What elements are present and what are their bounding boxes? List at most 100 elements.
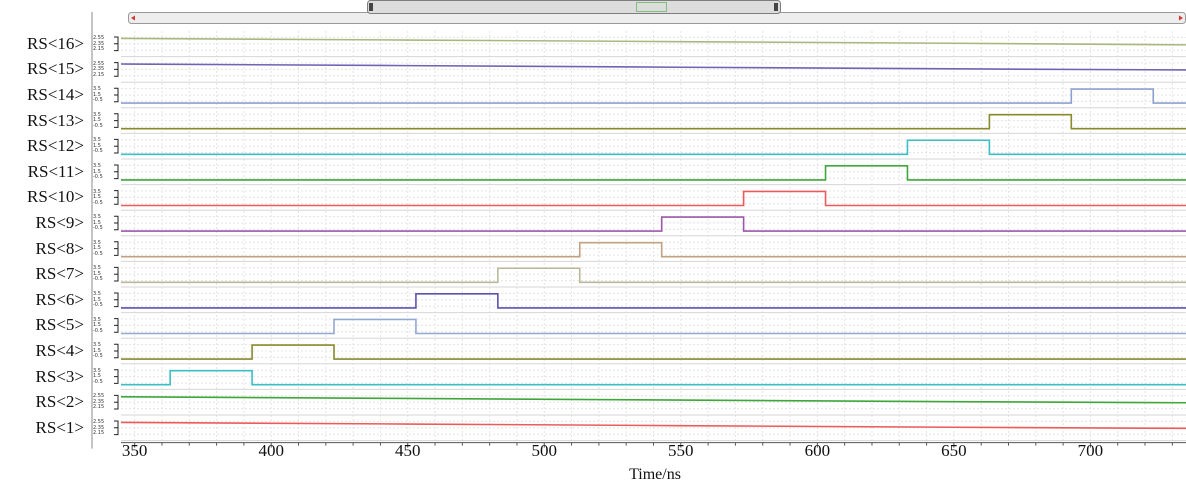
row-tick-label: 3.5	[93, 111, 101, 118]
waveform-trace	[121, 344, 1186, 360]
row-tick-label: 1.5	[93, 322, 101, 329]
x-tick-label: 500	[531, 441, 558, 460]
row-tick-label: 3.5	[93, 163, 101, 169]
row-label: RS<2>	[35, 392, 84, 412]
row-tick-label: 2.55	[93, 393, 105, 400]
row-tick-label: -0.5	[93, 97, 103, 104]
row-tick-label: -0.5	[93, 122, 103, 129]
row-y-axis-bracket	[114, 190, 119, 205]
row-y-axis-bracket	[114, 164, 119, 180]
row-y-axis-bracket	[114, 215, 119, 231]
row-label: RS<3>	[35, 366, 84, 386]
x-tick-label: 550	[668, 441, 694, 460]
row-tick-label: 3.5	[93, 265, 101, 272]
row-label: RS<9>	[35, 213, 84, 232]
row-tick-label: 1.5	[93, 91, 101, 98]
row-tick-label: 3.5	[93, 86, 101, 93]
row-y-axis-bracket	[114, 62, 119, 77]
waveform-trace	[121, 190, 1186, 207]
row-tick-label: 2.35	[93, 424, 105, 431]
waveform-trace	[120, 37, 1186, 46]
row-y-axis-bracket	[114, 292, 119, 308]
row-tick-label: 3.5	[93, 367, 101, 374]
row-tick-label: -0.5	[93, 174, 103, 180]
row-tick-label: 3.5	[93, 291, 101, 297]
row-tick-label: 2.55	[93, 419, 105, 425]
row-tick-label: -0.5	[93, 199, 103, 206]
waveform-trace	[121, 267, 1186, 284]
row-tick-label: 3.5	[93, 188, 101, 195]
plot-axes	[91, 12, 1186, 449]
row-tick-label: 1.5	[93, 296, 101, 303]
x-tick-label: 600	[804, 441, 831, 460]
row-y-axis-bracket	[114, 266, 119, 282]
row-tick-label: 3.5	[93, 239, 101, 246]
row-label: RS<7>	[35, 264, 84, 284]
row-tick-label: 2.35	[93, 398, 105, 405]
waveform-trace	[121, 318, 1186, 335]
row-label: RS<4>	[35, 341, 84, 360]
plot-grid	[121, 31, 1186, 442]
waveform-trace	[121, 139, 1186, 156]
row-label: RS<13>	[27, 110, 84, 130]
waveform-trace	[121, 241, 1186, 258]
row-tick-label: 2.15	[93, 430, 105, 436]
row-tick-label: 3.5	[93, 342, 101, 349]
x-tick-label: 400	[258, 441, 284, 460]
waveform-trace	[121, 293, 1186, 309]
row-tick-label: -0.5	[93, 250, 103, 257]
row-y-axis-bracket	[114, 394, 119, 410]
scrollbar-range-marker	[636, 2, 667, 12]
row-y-axis-bracket	[114, 420, 119, 436]
row-label: RS<6>	[35, 289, 84, 309]
row-label: RS<8>	[35, 238, 84, 258]
waveform-trace	[121, 369, 1186, 386]
row-tick-label: -0.5	[93, 327, 103, 334]
row-y-axis-bracket	[114, 113, 119, 128]
waveform-trace	[120, 396, 1186, 404]
row-tick-label: 1.5	[93, 117, 101, 124]
row-tick-label: 1.5	[93, 194, 101, 201]
row-y-axis-bracket	[114, 318, 119, 333]
row-tick-label: 1.5	[93, 347, 101, 354]
row-tick-label: 2.15	[93, 71, 105, 78]
row-tick-label: -0.5	[93, 378, 103, 385]
row-tick-label: 2.55	[93, 60, 105, 67]
waveform-trace	[120, 421, 1186, 430]
x-tick-label: 650	[941, 441, 967, 460]
row-tick-label: 1.5	[93, 142, 101, 149]
row-tick-label: 1.5	[93, 245, 101, 252]
row-tick-label: 2.15	[93, 46, 105, 52]
row-tick-label: -0.5	[93, 302, 103, 308]
row-y-axis-bracket	[114, 87, 119, 103]
row-tick-label: 1.5	[93, 219, 101, 226]
row-tick-label: 3.5	[93, 137, 101, 144]
waveform-scrollbar-thumb[interactable]	[367, 0, 781, 15]
row-tick-label: 2.35	[93, 66, 105, 73]
row-tick-label: 2.55	[93, 35, 105, 41]
row-tick-label: 2.15	[93, 404, 105, 411]
waveform-trace	[120, 63, 1186, 71]
x-tick-label: 350	[121, 441, 148, 460]
row-tick-label: -0.5	[93, 353, 103, 360]
row-label: RS<10>	[27, 187, 84, 207]
row-tick-label: -0.5	[93, 148, 103, 155]
row-label: RS<16>	[27, 33, 84, 53]
x-axis-title: Time/ns	[629, 466, 681, 483]
x-tick-label: 700	[1077, 441, 1104, 460]
row-y-axis-bracket	[114, 369, 119, 384]
row-tick-label: -0.5	[93, 225, 103, 232]
row-tick-label: 3.5	[93, 214, 101, 221]
row-label: RS<11>	[27, 161, 84, 181]
row-label: RS<14>	[27, 85, 84, 104]
row-y-axis-bracket	[114, 241, 119, 256]
row-y-axis-bracket	[114, 343, 119, 359]
row-y-axis-bracket	[114, 36, 119, 52]
x-tick-label: 450	[394, 441, 421, 460]
row-label: RS<15>	[27, 59, 84, 79]
row-tick-label: 1.5	[93, 168, 101, 175]
row-tick-label: 3.5	[93, 316, 101, 323]
waveform-trace	[121, 165, 1186, 181]
row-tick-label: 1.5	[93, 270, 101, 277]
